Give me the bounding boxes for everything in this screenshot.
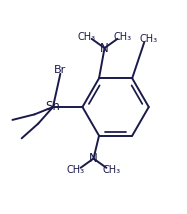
Text: Sn: Sn — [45, 101, 60, 113]
Text: CH₃: CH₃ — [77, 32, 95, 42]
Text: CH₃: CH₃ — [140, 34, 158, 44]
Text: CH₃: CH₃ — [103, 165, 121, 175]
Text: Br: Br — [54, 65, 66, 75]
Text: N: N — [100, 42, 109, 55]
Text: CH₃: CH₃ — [114, 32, 132, 42]
Text: CH₃: CH₃ — [66, 165, 84, 175]
Text: N: N — [89, 152, 98, 165]
